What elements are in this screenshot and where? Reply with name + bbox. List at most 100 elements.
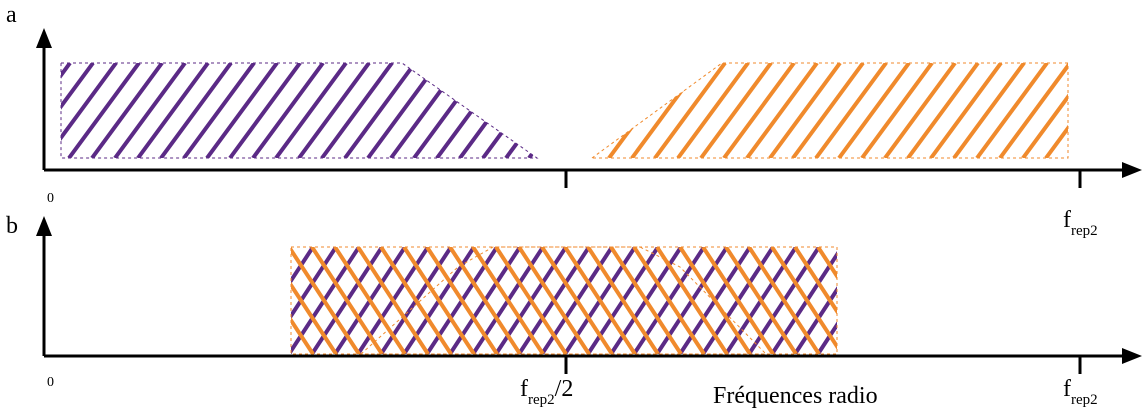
orange-hatch-line bbox=[952, 63, 1026, 158]
tick-label-mid-b: frep2/2 bbox=[520, 376, 573, 408]
orange-hatch-line bbox=[699, 63, 773, 158]
origin-label-a: 0 bbox=[47, 191, 54, 206]
axes-b bbox=[36, 216, 1142, 374]
orange-hatch-line bbox=[448, 247, 522, 354]
orange-hatch-line bbox=[1044, 63, 1068, 158]
orange-hatch-line bbox=[563, 247, 637, 354]
orange-hatch-line bbox=[837, 63, 911, 158]
orange-hatch-line bbox=[814, 63, 888, 158]
orange-band-a bbox=[590, 62, 1143, 159]
purple-hatch-line bbox=[159, 63, 233, 158]
panel-label-b: b bbox=[6, 213, 18, 239]
orange-hatch-line bbox=[517, 247, 591, 354]
orange-hatch-line bbox=[998, 63, 1068, 158]
orange-hatch-line bbox=[933, 247, 1003, 354]
purple-hatch-line bbox=[182, 63, 256, 158]
orange-hatch-line bbox=[653, 63, 727, 158]
orange-hatch-line bbox=[310, 247, 384, 354]
orange-hatch-line bbox=[291, 247, 315, 354]
y-arrow-a bbox=[36, 28, 52, 48]
purple-hatch-line bbox=[61, 63, 118, 158]
x-arrow-a bbox=[1122, 162, 1142, 178]
x-axis-title: Fréquences radio bbox=[713, 383, 878, 409]
orange-hatch-line bbox=[291, 247, 292, 354]
orange-hatch-line bbox=[494, 247, 568, 354]
purple-hatch-line bbox=[527, 63, 537, 158]
purple-band-a bbox=[60, 62, 645, 159]
orange-hatch-line bbox=[471, 247, 545, 354]
x-arrow-b bbox=[1122, 348, 1142, 364]
purple-hatch-line bbox=[841, 247, 911, 354]
orange-hatch-line bbox=[586, 247, 660, 354]
orange-hatch-line bbox=[841, 247, 911, 354]
purple-hatch-line bbox=[343, 63, 417, 158]
purple-hatch-line bbox=[481, 63, 537, 158]
orange-hatch-line bbox=[1115, 63, 1143, 158]
purple-hatch-line bbox=[864, 247, 934, 354]
orange-hatch-line bbox=[747, 247, 821, 354]
purple-hatch-line bbox=[228, 63, 302, 158]
orange-hatch-line bbox=[655, 247, 729, 354]
orange-hatch-line bbox=[724, 247, 798, 354]
orange-hatch-line bbox=[929, 63, 1003, 158]
orange-hatch-line bbox=[722, 63, 796, 158]
purple-hatch-line bbox=[504, 63, 537, 158]
orange-hatch-line bbox=[887, 247, 957, 354]
origin-label-b: 0 bbox=[47, 375, 54, 390]
orange-hatch-line bbox=[592, 63, 635, 158]
orange-hatch-line bbox=[701, 247, 775, 354]
orange-hatch-line bbox=[1067, 63, 1068, 158]
orange-hatch-line bbox=[540, 247, 614, 354]
purple-hatch-line bbox=[274, 63, 348, 158]
orange-hatch-line bbox=[883, 63, 957, 158]
purple-hatch-line bbox=[251, 63, 325, 158]
orange-hatch-line bbox=[910, 247, 980, 354]
purple-hatch-line bbox=[297, 63, 371, 158]
purple-hatch-line bbox=[320, 63, 394, 158]
purple-hatch-line bbox=[61, 63, 72, 158]
orange-hatch-line bbox=[791, 63, 865, 158]
orange-hatch-line bbox=[770, 247, 837, 354]
orange-hatch-line bbox=[609, 247, 683, 354]
orange-hatch-line bbox=[864, 247, 934, 354]
orange-hatch-line bbox=[906, 63, 980, 158]
axes-a bbox=[36, 28, 1142, 188]
y-arrow-b bbox=[36, 216, 52, 236]
purple-hatch-line bbox=[575, 63, 645, 158]
orange-hatch-line bbox=[676, 63, 750, 158]
orange-hatch-line bbox=[291, 247, 361, 354]
tick-label-end-a: frep2 bbox=[1063, 207, 1098, 239]
orange-hatch-line bbox=[356, 247, 430, 354]
tick-label-end-b: frep2 bbox=[1063, 376, 1098, 408]
orange-hatch-line bbox=[425, 247, 499, 354]
panel-label-a: a bbox=[6, 2, 17, 28]
orange-hatch-line bbox=[592, 63, 612, 158]
orange-hatch-line bbox=[1138, 63, 1143, 158]
orange-hatch-line bbox=[975, 63, 1049, 158]
orange-hatch-line bbox=[816, 247, 837, 354]
purple-hatch-line bbox=[205, 63, 279, 158]
orange-hatch-line bbox=[402, 247, 476, 354]
orange-hatch-line bbox=[1021, 63, 1068, 158]
purple-hatch-line bbox=[61, 63, 95, 158]
panel-b: b 0 frep2/2 frep2 Fréquences radio bbox=[6, 213, 1142, 409]
orange-hatch-line bbox=[632, 247, 706, 354]
purple-hatch-line bbox=[67, 63, 141, 158]
orange-hatch-line bbox=[1092, 63, 1143, 158]
orange-hatch-line bbox=[678, 247, 752, 354]
purple-hatch-line bbox=[90, 63, 164, 158]
orange-band-b bbox=[290, 246, 1003, 355]
purple-hatch-line bbox=[136, 63, 210, 158]
orange-hatch-line bbox=[379, 247, 453, 354]
purple-hatch-line bbox=[291, 247, 292, 354]
orange-hatch-line bbox=[860, 63, 934, 158]
orange-hatch-line bbox=[768, 63, 842, 158]
panel-a: a 0 frep2 bbox=[6, 2, 1143, 239]
orange-hatch-line bbox=[291, 247, 338, 354]
orange-hatch-line bbox=[793, 247, 837, 354]
orange-hatch-line bbox=[745, 63, 819, 158]
purple-hatch-line bbox=[113, 63, 187, 158]
purple-band-b bbox=[290, 246, 934, 355]
orange-hatch-line bbox=[333, 247, 407, 354]
